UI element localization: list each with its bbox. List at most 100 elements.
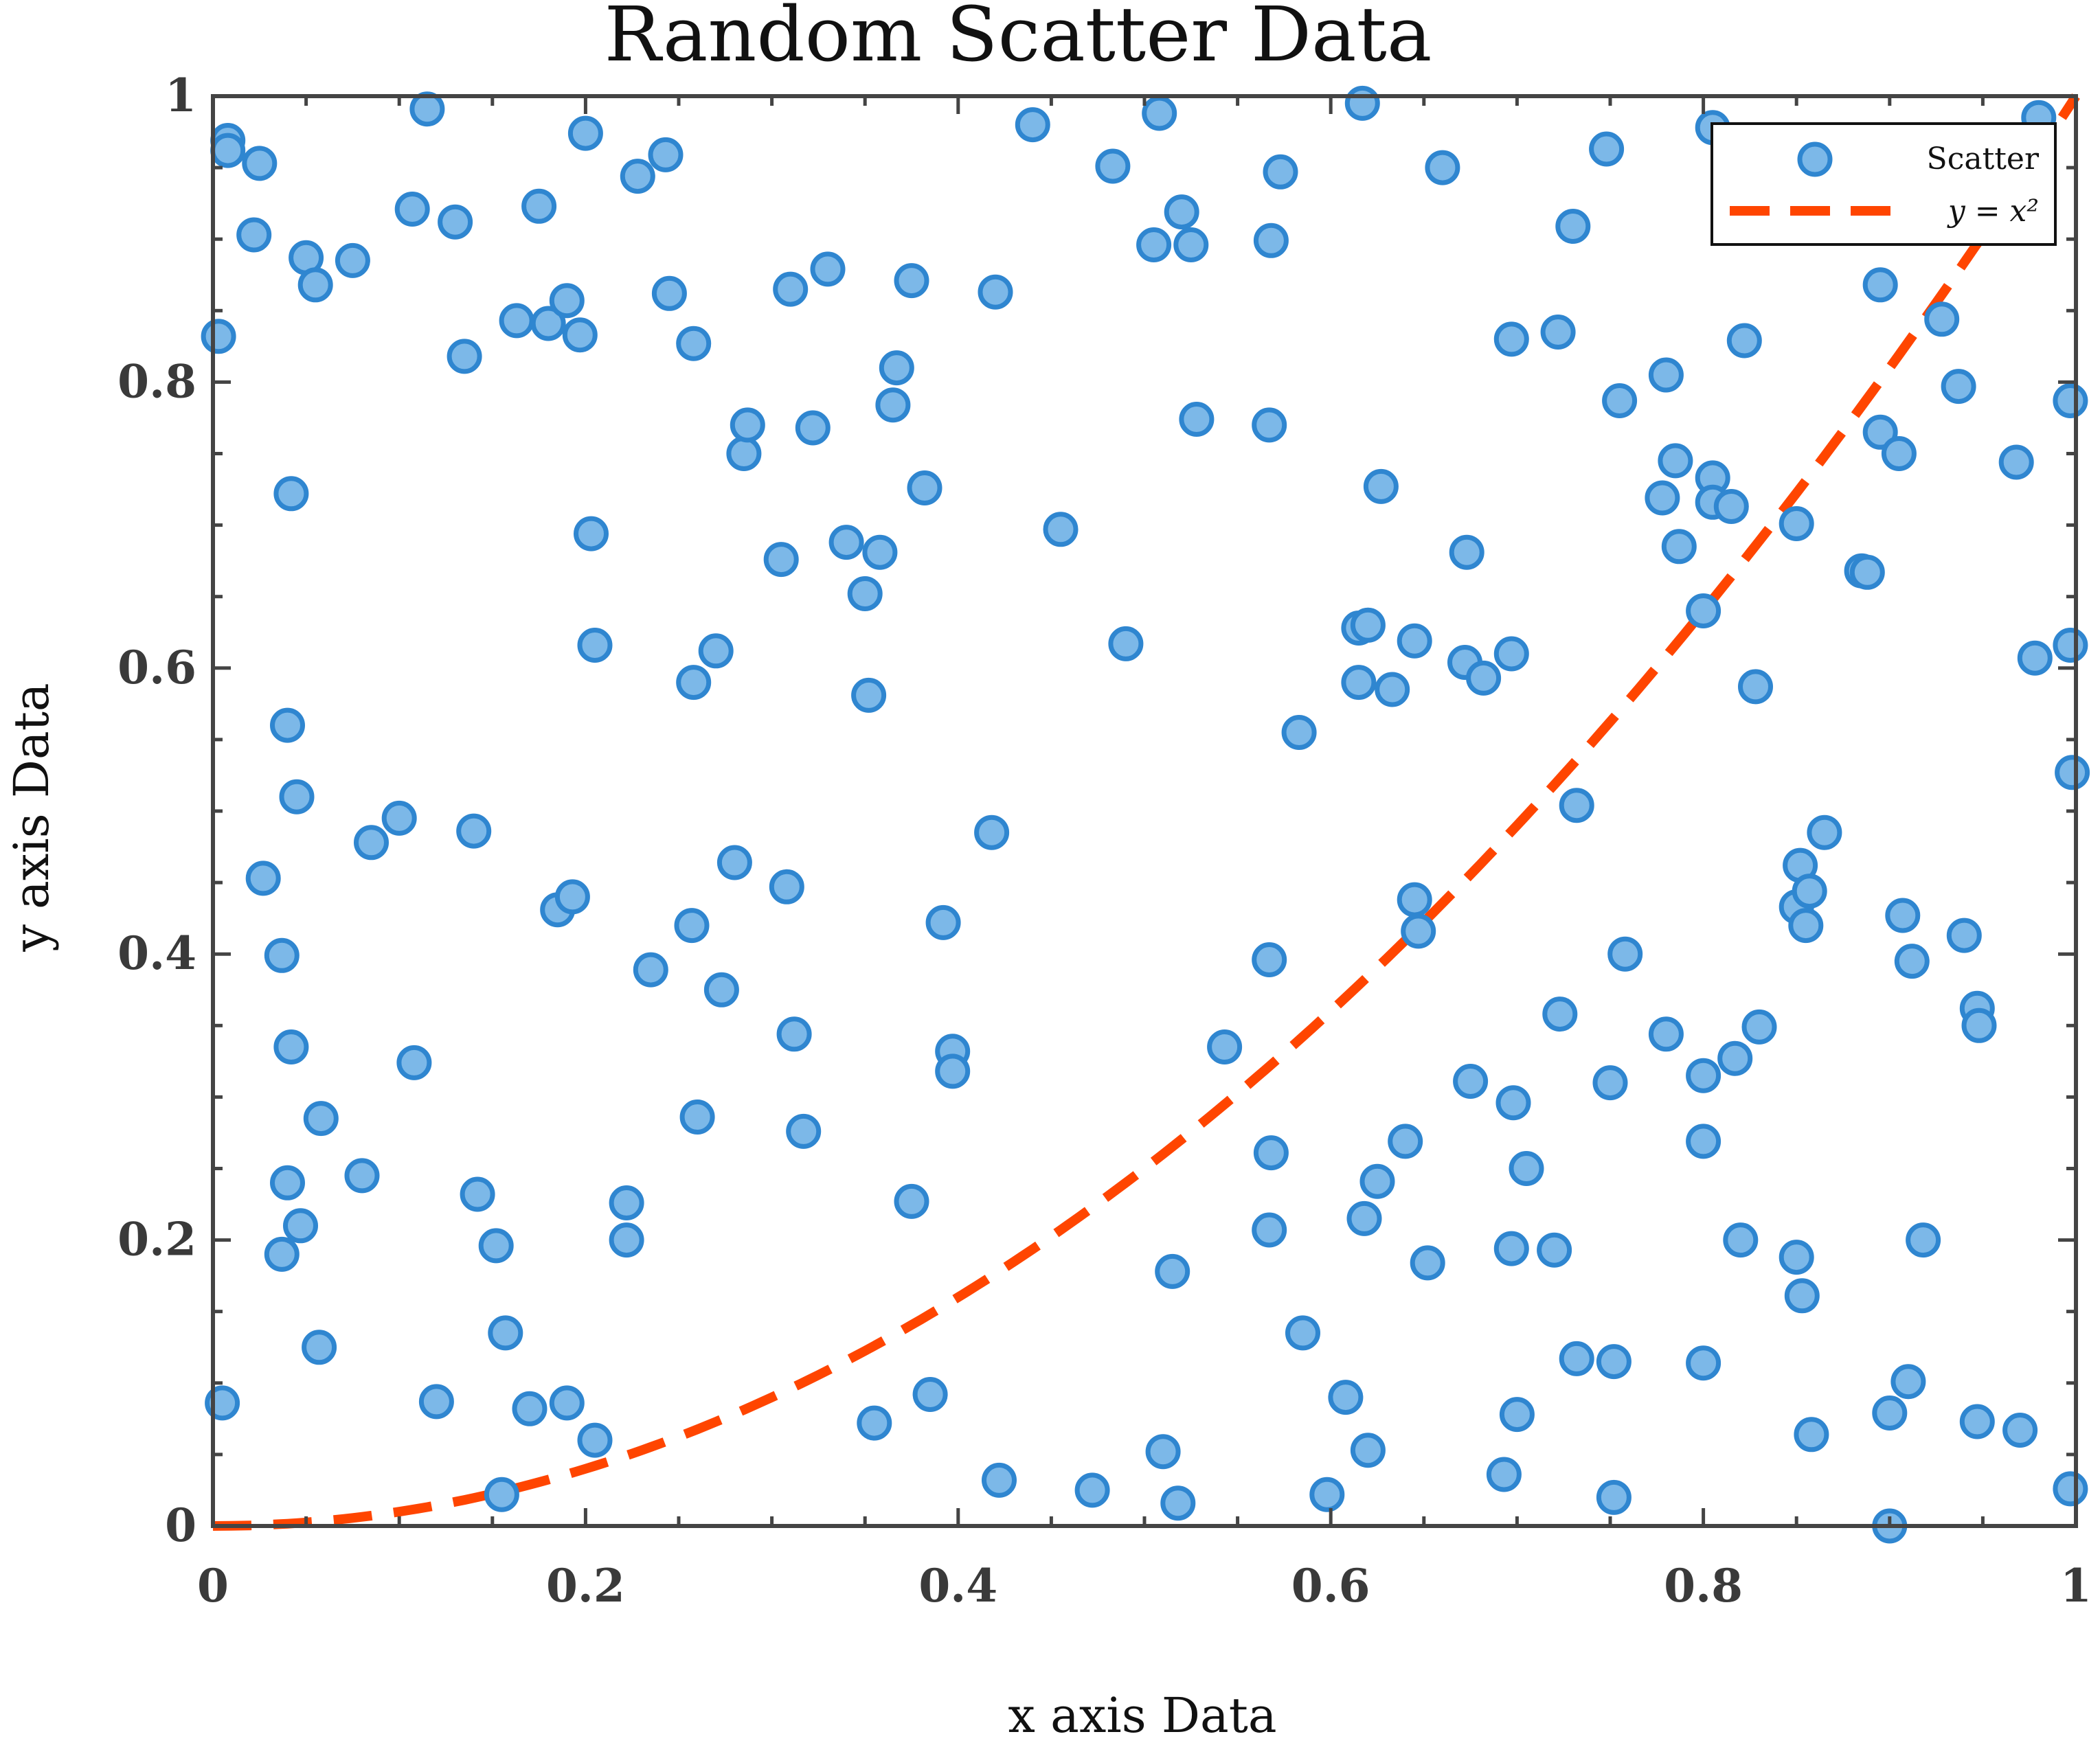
scatter-point: [1890, 1364, 1926, 1400]
plot-area: [201, 85, 2090, 1544]
scatter-point: [851, 677, 887, 713]
scatter-point: [1881, 436, 1917, 471]
scatter-point: [302, 1330, 337, 1365]
scatter-point: [2002, 1413, 2038, 1448]
scatter-point: [1164, 194, 1199, 230]
scatter-point: [344, 1158, 380, 1194]
scatter-point: [862, 534, 898, 570]
scatter-point: [1686, 1124, 1721, 1159]
scatter-point: [2053, 628, 2088, 663]
scatter-point: [549, 283, 585, 319]
scatter-point: [270, 707, 305, 743]
scatter-point: [620, 159, 655, 194]
scatter-point: [236, 217, 272, 253]
scatter-point: [674, 908, 710, 944]
scatter-point: [1173, 227, 1209, 262]
scatter-point: [567, 115, 603, 151]
scatter-point: [1145, 1434, 1181, 1470]
scatter-point: [828, 525, 864, 560]
scatter-point: [1794, 1417, 1829, 1452]
scatter-point: [1555, 209, 1591, 244]
scatter-point: [1466, 660, 1502, 696]
scatter-point: [1872, 1395, 1908, 1431]
scatter-point: [530, 306, 566, 341]
scatter-point: [499, 303, 534, 339]
scatter-point: [698, 633, 734, 669]
scatter-point: [245, 861, 281, 896]
scatter-point: [210, 133, 246, 168]
scatter-point: [769, 869, 804, 904]
scatter-point: [418, 1384, 454, 1420]
scatter-point: [1645, 480, 1680, 516]
scatter-point: [1862, 414, 1898, 450]
legend-line-label: y = x²: [1947, 194, 2039, 229]
scatter-point: [1346, 1200, 1382, 1236]
y-axis-label: y axis Data: [3, 683, 60, 952]
scatter-point: [1658, 443, 1693, 479]
scatter-point: [1661, 529, 1697, 565]
scatter-point: [1449, 534, 1484, 570]
scatter-point: [1596, 1479, 1632, 1515]
scatter-point: [2053, 383, 2088, 418]
tick-labels-layer: 0 0.2 0.4 0.6 0.8 1 0 0.2 0.4 0.6 0.8 1: [117, 69, 2092, 1613]
scatter-point: [1961, 1007, 1997, 1043]
scatter-point: [879, 350, 914, 386]
scatter-point: [1509, 1151, 1544, 1186]
scatter-point: [1788, 908, 1824, 944]
scatter-point: [1397, 882, 1432, 918]
scatter-point: [894, 1183, 929, 1219]
legend-box: [1711, 122, 2057, 246]
scatter-point: [795, 410, 831, 446]
scatter-point: [521, 188, 557, 224]
scatter-point: [1648, 357, 1684, 393]
scatter-point: [273, 476, 309, 512]
y-tick-label: 0: [165, 1499, 196, 1552]
scatter-point: [554, 879, 590, 915]
scatter-point: [1542, 996, 1578, 1032]
scatter-point: [484, 1477, 519, 1512]
scatter-point: [1862, 267, 1898, 303]
scatter-point: [1607, 936, 1643, 972]
line-series-y-equals-x-squared: [212, 93, 2080, 1531]
scatter-point: [283, 1208, 318, 1244]
scatter-point: [335, 242, 370, 278]
scatter-point: [1179, 402, 1215, 437]
scatter-point: [1253, 1135, 1289, 1171]
scatter-point: [381, 800, 417, 836]
scatter-point: [763, 542, 799, 578]
scatter-point: [297, 267, 333, 303]
scatter-point: [978, 274, 1013, 310]
x-tick-label: 0.2: [546, 1559, 625, 1613]
scatter-point: [1095, 148, 1131, 184]
y-tick-label: 0.2: [117, 1213, 196, 1266]
scatter-point: [1998, 444, 2034, 480]
scatter-point: [633, 952, 668, 988]
scatter-point: [1425, 150, 1460, 185]
scatter-point: [1015, 107, 1050, 143]
x-tick-label: 1: [2060, 1559, 2092, 1613]
scatter-point: [264, 937, 300, 973]
scatter-point: [907, 470, 942, 505]
scatter-point: [1717, 1040, 1753, 1076]
scatter-point: [1596, 1344, 1632, 1380]
scatter-point: [1252, 1212, 1287, 1248]
x-tick-label: 0.8: [1664, 1559, 1743, 1613]
scatter-point: [1207, 1029, 1243, 1064]
scatter-point: [1281, 715, 1317, 750]
scatter-point: [1959, 1404, 1995, 1439]
scatter-point: [1540, 315, 1576, 350]
scatter-point: [1738, 669, 1773, 705]
scatter-point: [409, 91, 445, 127]
scatter-points-layer: [201, 85, 2090, 1544]
scatter-point: [2017, 640, 2053, 676]
scatter-point: [1285, 1315, 1320, 1351]
scatter-point: [1136, 227, 1172, 262]
scatter-point: [1792, 874, 1827, 909]
scatter-point: [279, 779, 315, 814]
scatter-point: [875, 387, 911, 423]
scatter-point: [786, 1113, 822, 1149]
scatter-point: [703, 972, 739, 1007]
scatter-point: [1686, 1345, 1721, 1381]
scatter-point: [1363, 468, 1399, 504]
scatter-point: [730, 407, 765, 443]
